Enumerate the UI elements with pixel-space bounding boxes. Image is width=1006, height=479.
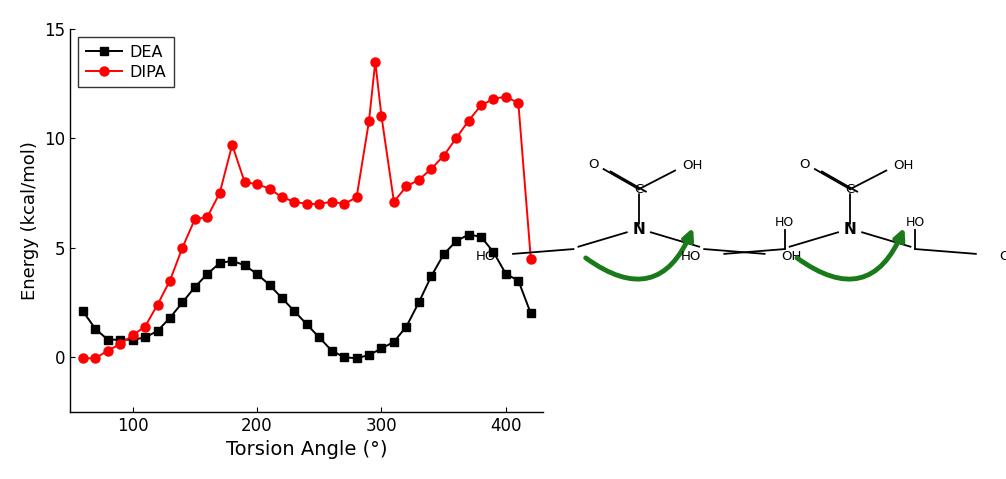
DEA (412, 299, 425, 305)
Text: C: C (845, 182, 855, 196)
DEA (213, 260, 225, 266)
DEA (350, 355, 362, 361)
DIPA (512, 100, 524, 106)
DEA (388, 339, 400, 345)
DIPA (412, 177, 425, 182)
DEA (176, 299, 188, 305)
Text: C: C (634, 182, 644, 196)
DIPA (363, 118, 375, 124)
FancyArrowPatch shape (797, 233, 903, 279)
DIPA (189, 217, 201, 222)
DEA (301, 321, 313, 327)
DEA (102, 337, 114, 342)
DEA (189, 284, 201, 290)
DIPA (226, 142, 238, 148)
DEA (114, 337, 126, 342)
Text: OH: OH (782, 250, 802, 263)
DIPA (388, 199, 400, 205)
DEA (152, 328, 164, 334)
Line: DIPA: DIPA (78, 57, 535, 363)
DEA (226, 258, 238, 264)
DIPA (400, 183, 412, 189)
DIPA (313, 201, 325, 207)
DEA (463, 232, 475, 238)
Line: DEA: DEA (79, 231, 534, 362)
DEA (512, 278, 524, 284)
DIPA (369, 59, 381, 65)
DEA (438, 251, 450, 257)
Text: N: N (633, 222, 645, 238)
DIPA (301, 201, 313, 207)
DEA (488, 249, 500, 255)
Text: HO: HO (775, 216, 795, 229)
DIPA (500, 94, 512, 100)
DEA (363, 352, 375, 358)
Y-axis label: Energy (kcal/mol): Energy (kcal/mol) (21, 141, 39, 300)
DIPA (326, 199, 338, 205)
DEA (76, 308, 89, 314)
DEA (313, 335, 325, 341)
Text: OH: OH (682, 159, 702, 172)
DEA (252, 271, 264, 277)
DIPA (76, 355, 89, 361)
DIPA (152, 302, 164, 308)
DEA (289, 308, 301, 314)
DEA (525, 310, 537, 316)
DEA (201, 271, 213, 277)
DEA (139, 335, 151, 341)
DIPA (375, 114, 387, 119)
DIPA (264, 186, 276, 192)
DIPA (238, 179, 250, 185)
DEA (326, 348, 338, 354)
Text: N: N (844, 222, 856, 238)
DEA (238, 262, 250, 268)
DIPA (488, 96, 500, 102)
DIPA (350, 194, 362, 200)
Text: HO: HO (905, 216, 926, 229)
DIPA (450, 136, 462, 141)
Text: O: O (589, 158, 599, 171)
DIPA (90, 355, 102, 361)
DIPA (176, 245, 188, 251)
DEA (276, 295, 288, 301)
DEA (475, 234, 487, 240)
DEA (400, 324, 412, 330)
DEA (127, 337, 139, 342)
DIPA (252, 182, 264, 187)
DEA (375, 345, 387, 351)
DIPA (276, 194, 288, 200)
DIPA (438, 153, 450, 159)
Text: OH: OH (999, 250, 1006, 263)
DIPA (463, 118, 475, 124)
DIPA (338, 201, 350, 207)
DIPA (525, 256, 537, 262)
DIPA (475, 103, 487, 108)
DIPA (213, 190, 225, 196)
Text: HO: HO (476, 250, 496, 263)
Text: HO: HO (681, 250, 701, 263)
DIPA (164, 278, 176, 284)
DEA (450, 238, 462, 244)
DEA (90, 326, 102, 331)
DEA (500, 271, 512, 277)
DIPA (114, 341, 126, 347)
Text: OH: OH (893, 159, 913, 172)
X-axis label: Torsion Angle (°): Torsion Angle (°) (226, 440, 387, 459)
Legend: DEA, DIPA: DEA, DIPA (78, 37, 174, 88)
DIPA (201, 214, 213, 220)
DEA (338, 354, 350, 360)
DEA (426, 274, 438, 279)
FancyArrowPatch shape (585, 233, 692, 279)
DIPA (289, 199, 301, 205)
Text: O: O (800, 158, 810, 171)
DIPA (139, 324, 151, 330)
DEA (164, 315, 176, 320)
DIPA (127, 332, 139, 338)
DIPA (102, 348, 114, 354)
DIPA (426, 166, 438, 172)
DEA (264, 282, 276, 288)
